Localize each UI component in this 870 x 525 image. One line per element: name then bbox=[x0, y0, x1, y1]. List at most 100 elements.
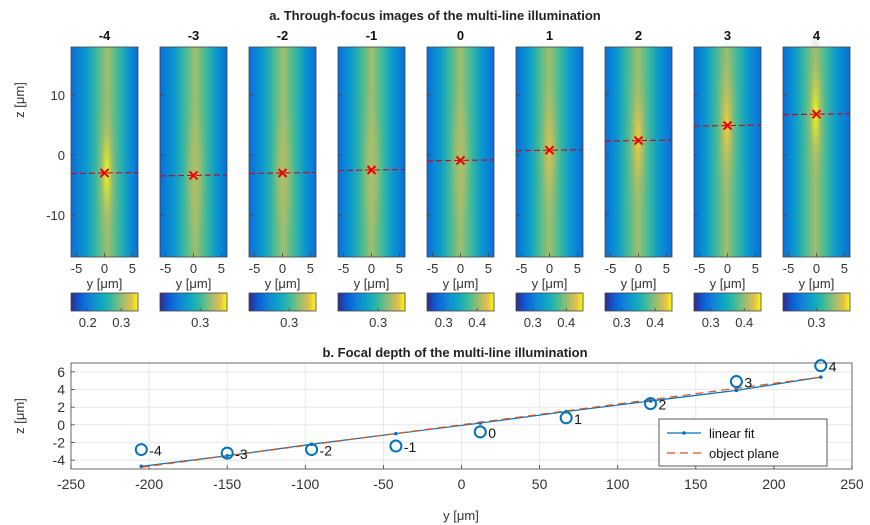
data-point bbox=[220, 446, 234, 460]
chart-b-xlabel: y [μm] bbox=[443, 508, 479, 523]
x-tick-label: 0 bbox=[368, 261, 375, 276]
x-tick-label: -5 bbox=[694, 261, 706, 276]
x-tick-label: 50 bbox=[532, 476, 548, 492]
point-label: -2 bbox=[320, 443, 333, 459]
heatmap-panel: 0 -5 0 5 y [μm] bbox=[426, 28, 495, 291]
x-tick-label: -5 bbox=[427, 261, 439, 276]
panel-label: 0 bbox=[457, 28, 464, 43]
x-tick-label: 5 bbox=[841, 261, 848, 276]
colorbar: 0.3 0.4 bbox=[604, 292, 673, 330]
x-tick-label: -5 bbox=[605, 261, 617, 276]
x-axis-label: y [μm] bbox=[621, 276, 657, 291]
focal-line bbox=[70, 171, 139, 175]
focal-line bbox=[782, 113, 851, 116]
x-tick-label: 5 bbox=[396, 261, 403, 276]
x-tick-label: -5 bbox=[160, 261, 172, 276]
data-point bbox=[729, 375, 743, 389]
y-tick-label: 10 bbox=[51, 88, 65, 103]
x-tick-label: 5 bbox=[307, 261, 314, 276]
x-tick-label: -250 bbox=[57, 476, 85, 492]
x-axis-label: y [μm] bbox=[710, 276, 746, 291]
colorbar-scale bbox=[70, 292, 139, 312]
x-tick-label: 0 bbox=[635, 261, 642, 276]
colorbar-tick-label: 0.3 bbox=[369, 315, 387, 330]
fit-point bbox=[225, 453, 229, 458]
colorbar-tick-label: 0.3 bbox=[280, 315, 298, 330]
legend: linear fit object plane bbox=[658, 418, 828, 467]
colorbar-tick-label: 0.4 bbox=[468, 315, 486, 330]
series-line bbox=[141, 376, 821, 468]
colorbar: 0.3 bbox=[782, 292, 851, 330]
data-point bbox=[814, 359, 828, 373]
chart-b-ylabel: z [μm] bbox=[12, 398, 27, 434]
x-tick-label: -200 bbox=[135, 476, 163, 492]
y-tick-label: 6 bbox=[57, 364, 65, 380]
focus-marker bbox=[188, 170, 199, 181]
x-tick-label: 5 bbox=[752, 261, 759, 276]
focal-line bbox=[337, 168, 406, 172]
panel-label: 4 bbox=[813, 28, 821, 43]
x-tick-label: 0 bbox=[458, 476, 466, 492]
y-tick-label: -2 bbox=[53, 435, 66, 451]
x-tick-label: -5 bbox=[338, 261, 350, 276]
focus-marker bbox=[811, 109, 822, 119]
colorbar: 0.3 bbox=[337, 292, 406, 330]
chart-a-title: a. Through-focus images of the multi-lin… bbox=[269, 8, 601, 23]
fit-point bbox=[734, 388, 739, 393]
point-label: 4 bbox=[829, 359, 837, 375]
x-tick-label: 150 bbox=[684, 476, 708, 492]
plot-frame bbox=[70, 362, 853, 470]
data-point bbox=[134, 443, 148, 457]
panel-label: -1 bbox=[366, 28, 378, 43]
legend-marker bbox=[682, 431, 686, 435]
focal-line bbox=[159, 174, 228, 177]
colorbar-scale bbox=[337, 292, 406, 312]
focus-glow bbox=[96, 84, 118, 262]
heatmap-panel: 2 -5 0 5 y [μm] bbox=[604, 28, 673, 291]
colorbar-tick-label: 0.3 bbox=[191, 315, 209, 330]
data-point bbox=[305, 443, 319, 457]
x-axis-label: y [μm] bbox=[265, 276, 301, 291]
focus-marker bbox=[633, 135, 644, 146]
x-tick-label: -5 bbox=[516, 261, 528, 276]
heatmap-panel: 4 -5 0 5 y [μm] bbox=[782, 26, 851, 291]
heatmap-panel: 3 -5 0 5 y [μm] bbox=[693, 28, 762, 291]
chart-a-ylabel: z [μm] bbox=[12, 82, 27, 118]
focus-marker bbox=[455, 155, 466, 166]
colorbar: 0.3 bbox=[248, 292, 317, 330]
focus-marker bbox=[544, 145, 555, 155]
colorbar: 0.3 0.4 bbox=[693, 292, 762, 330]
data-point bbox=[559, 411, 573, 425]
x-tick-label: 0 bbox=[101, 261, 108, 276]
point-label: 2 bbox=[659, 397, 667, 413]
focal-line bbox=[604, 139, 673, 142]
through-focus-panels: -4-5 0 5y [μm]100-10-3-5 0 5y [μm]-2-5 0 5y [μ… bbox=[46, 26, 851, 291]
x-tick-label: 5 bbox=[574, 261, 581, 276]
legend-label: linear fit bbox=[709, 426, 755, 441]
y-tick-label: -10 bbox=[46, 208, 65, 223]
x-axis-label: y [μm] bbox=[532, 276, 568, 291]
x-tick-label: -5 bbox=[71, 261, 83, 276]
point-label: -4 bbox=[149, 443, 162, 459]
data-point bbox=[473, 425, 487, 439]
x-axis-label: y [μm] bbox=[443, 276, 479, 291]
point-label: 1 bbox=[574, 411, 582, 427]
x-axis-label: y [μm] bbox=[87, 276, 123, 291]
point-label: -3 bbox=[235, 446, 248, 462]
focal-line bbox=[693, 124, 762, 127]
focal-line bbox=[426, 159, 495, 162]
panel-label: 1 bbox=[546, 28, 553, 43]
colorbars: 0.2 0.3 0.3 0.3 0.3 0.3 0.4 0.3 0.4 0.3 0.4 0.3 0.4 0… bbox=[70, 292, 851, 330]
focus-marker bbox=[99, 168, 110, 178]
data-point bbox=[389, 439, 403, 453]
panel-label: 3 bbox=[724, 28, 731, 43]
focal-depth-plot: -250 -200 -150 -100 -50 0 50 100 150 200 250-4-202… bbox=[53, 359, 864, 492]
focus-marker bbox=[366, 165, 377, 175]
x-axis-label: y [μm] bbox=[354, 276, 390, 291]
panel-label: -2 bbox=[277, 28, 289, 43]
x-tick-label: 0 bbox=[279, 261, 286, 276]
panel-label: -4 bbox=[99, 28, 111, 43]
focal-line bbox=[515, 149, 584, 152]
x-tick-label: 0 bbox=[457, 261, 464, 276]
